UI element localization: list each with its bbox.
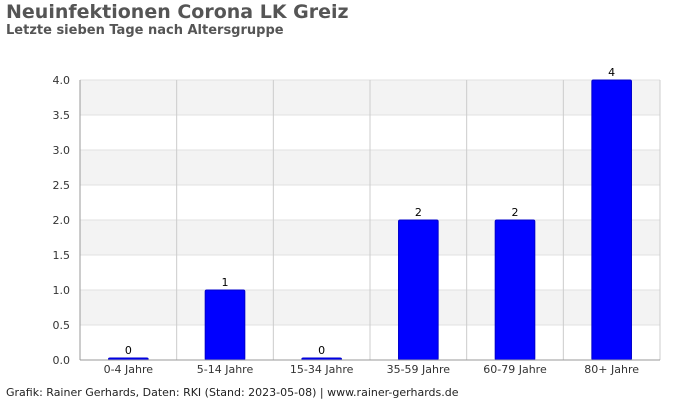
y-axis-ticks: 0.0 0.5 1.0 1.5 2.0 2.5 3.0 3.5 4.0 (53, 74, 71, 367)
bar (204, 289, 246, 361)
x-tick-label: 35-59 Jahre (387, 363, 451, 376)
y-tick-label: 2.0 (53, 214, 71, 227)
grid-lines (80, 79, 661, 361)
bar (398, 219, 439, 361)
y-tick-label: 2.5 (53, 179, 71, 192)
data-labels: 0 1 0 2 2 4 (125, 66, 615, 357)
x-axis-ticks: 0-4 Jahre 5-14 Jahre 15-34 Jahre 35-59 Jahr… (104, 363, 640, 376)
data-label: 2 (512, 206, 519, 219)
bars (108, 79, 632, 361)
bar (494, 219, 536, 361)
data-label: 0 (318, 344, 325, 357)
y-tick-label: 0.5 (53, 319, 71, 332)
y-tick-label: 3.5 (53, 109, 71, 122)
bar (591, 79, 632, 361)
data-label: 1 (222, 276, 229, 289)
data-label: 2 (415, 206, 422, 219)
x-tick-label: 5-14 Jahre (197, 363, 254, 376)
footer-credit: Grafik: Rainer Gerhards, Daten: RKI (Sta… (6, 386, 459, 399)
y-tick-label: 0.0 (53, 354, 71, 367)
data-label: 0 (125, 344, 132, 357)
x-tick-label: 60-79 Jahre (483, 363, 547, 376)
y-tick-label: 3.0 (53, 144, 71, 157)
y-tick-label: 1.5 (53, 249, 71, 262)
data-label: 4 (608, 66, 615, 79)
x-tick-label: 0-4 Jahre (104, 363, 154, 376)
chart-subtitle: Letzte sieben Tage nach Altersgruppe (6, 23, 284, 38)
y-tick-label: 4.0 (53, 74, 71, 87)
x-tick-label: 15-34 Jahre (290, 363, 354, 376)
y-tick-label: 1.0 (53, 284, 71, 297)
x-tick-label: 80+ Jahre (584, 363, 639, 376)
chart-title: Neuinfektionen Corona LK Greiz (6, 1, 349, 23)
